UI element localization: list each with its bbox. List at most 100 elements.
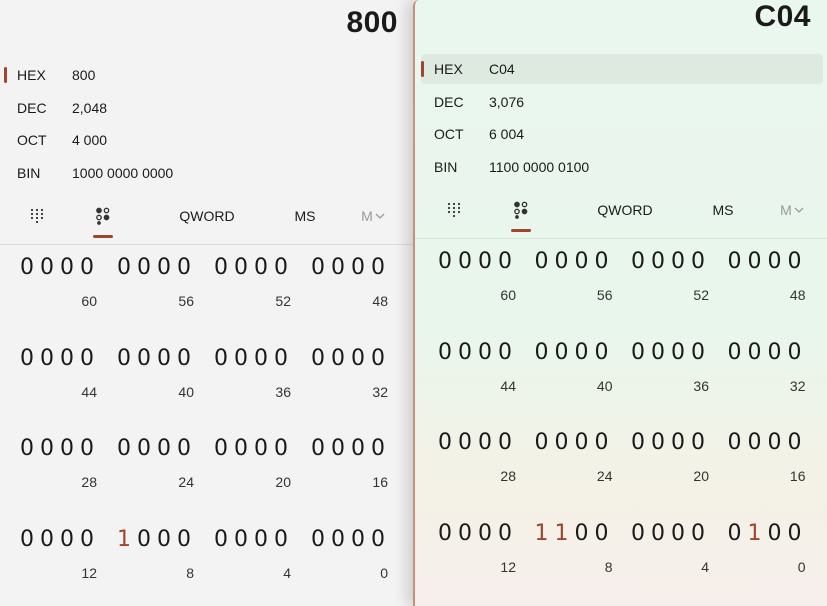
bit-toggle[interactable]: 0 [478, 339, 498, 365]
word-size-button[interactable]: QWORD [597, 202, 653, 218]
bit-toggle[interactable]: 0 [747, 430, 768, 455]
bit-toggle[interactable]: 1 [747, 520, 768, 546]
bit-toggle[interactable]: 0 [214, 436, 234, 461]
radix-oct[interactable]: OCT 6 004 [421, 119, 823, 149]
bit-toggle[interactable]: 0 [631, 430, 651, 455]
bit-toggle[interactable]: 0 [117, 345, 137, 371]
bit-toggle[interactable]: 0 [478, 430, 498, 455]
bit-toggle[interactable]: 0 [80, 345, 100, 371]
bit-toggle[interactable]: 0 [671, 249, 691, 274]
bit-toggle[interactable]: 0 [478, 520, 498, 546]
bit-toggle[interactable]: 0 [80, 436, 100, 461]
bit-toggle[interactable]: 0 [478, 249, 498, 274]
bit-toggle[interactable]: 0 [254, 345, 274, 371]
bit-toggle[interactable]: 0 [651, 249, 671, 274]
bit-nibble[interactable]: 0000 [728, 430, 804, 455]
radix-hex[interactable]: HEX C04 [421, 54, 823, 84]
bit-nibble[interactable]: 0000 [214, 527, 290, 552]
bit-toggle[interactable]: 0 [594, 430, 615, 455]
bit-toggle[interactable]: 0 [671, 339, 691, 365]
radix-oct[interactable]: OCT 4 000 [4, 125, 408, 155]
bit-toggle[interactable]: 0 [691, 520, 711, 546]
bit-toggle[interactable]: 0 [691, 249, 711, 274]
bit-nibble[interactable]: 0000 [535, 249, 611, 274]
bit-toggle[interactable]: 0 [534, 430, 555, 455]
bit-toggle[interactable]: 0 [60, 526, 80, 552]
bit-toggle[interactable]: 0 [311, 436, 331, 461]
bit-nibble[interactable]: 0000 [535, 340, 611, 365]
bit-toggle[interactable]: 0 [214, 255, 234, 280]
bit-toggle[interactable]: 0 [671, 430, 691, 455]
bit-toggle[interactable]: 1 [534, 520, 555, 546]
bit-toggle[interactable]: 0 [438, 249, 458, 274]
memory-store-button[interactable]: MS [294, 208, 316, 224]
bit-nibble[interactable]: 0000 [631, 521, 707, 546]
bit-toggle[interactable]: 0 [157, 345, 177, 371]
bit-toggle[interactable]: 0 [651, 520, 671, 546]
bit-nibble[interactable]: 0000 [728, 249, 804, 274]
bit-toggle[interactable]: 0 [274, 255, 294, 280]
bit-nibble[interactable]: 0000 [214, 436, 290, 461]
bit-toggle[interactable]: 0 [787, 339, 808, 365]
bit-toggle[interactable]: 0 [214, 345, 234, 371]
bit-toggle[interactable]: 0 [60, 255, 80, 280]
bit-toggle[interactable]: 0 [691, 339, 711, 365]
bit-toggle[interactable]: 0 [40, 255, 60, 280]
bit-nibble[interactable]: 0000 [438, 340, 514, 365]
bit-toggle[interactable]: 0 [438, 430, 458, 455]
bit-toggle[interactable]: 0 [554, 430, 575, 455]
bit-toggle[interactable]: 0 [254, 526, 274, 552]
bit-toggle[interactable]: 0 [117, 255, 137, 280]
bit-nibble[interactable]: 0000 [117, 346, 193, 371]
bit-toggle[interactable]: 0 [651, 339, 671, 365]
bit-toggle[interactable]: 0 [137, 255, 157, 280]
bit-toggle[interactable]: 0 [20, 436, 40, 461]
bit-toggle[interactable]: 0 [747, 339, 768, 365]
bit-toggle[interactable]: 0 [767, 430, 788, 455]
bit-toggle[interactable]: 0 [157, 436, 177, 461]
bit-toggle[interactable]: 0 [177, 255, 197, 280]
bit-toggle[interactable]: 0 [254, 436, 274, 461]
bit-toggle[interactable]: 0 [371, 255, 391, 280]
bit-nibble[interactable]: 0000 [535, 430, 611, 455]
bit-toggle[interactable]: 0 [767, 339, 788, 365]
bit-nibble[interactable]: 0000 [117, 255, 193, 280]
bit-toggle[interactable]: 0 [40, 436, 60, 461]
bit-toggle[interactable]: 0 [311, 345, 331, 371]
bit-nibble[interactable]: 0000 [20, 255, 96, 280]
bit-toggle[interactable]: 0 [438, 339, 458, 365]
bit-toggle[interactable]: 0 [274, 436, 294, 461]
bit-toggle[interactable]: 0 [747, 249, 768, 274]
bit-toggle[interactable]: 1 [554, 520, 575, 546]
bit-toggle[interactable]: 0 [691, 430, 711, 455]
bit-toggle[interactable]: 0 [574, 339, 595, 365]
bit-toggle[interactable]: 0 [787, 520, 808, 546]
radix-bin[interactable]: BIN 1100 0000 0100 [421, 152, 823, 182]
bit-nibble[interactable]: 0000 [117, 436, 193, 461]
radix-dec[interactable]: DEC 3,076 [421, 87, 823, 117]
bit-toggle[interactable]: 0 [60, 345, 80, 371]
bit-nibble[interactable]: 0000 [20, 527, 96, 552]
bit-toggle[interactable]: 0 [331, 436, 351, 461]
bit-toggle[interactable]: 0 [767, 520, 788, 546]
bit-toggle[interactable]: 0 [458, 339, 478, 365]
bit-toggle[interactable]: 0 [727, 339, 748, 365]
bit-toggle[interactable]: 0 [574, 520, 595, 546]
bit-toggle[interactable]: 0 [671, 520, 691, 546]
bit-toggle[interactable]: 0 [234, 255, 254, 280]
bit-toggle[interactable]: 0 [371, 436, 391, 461]
bit-nibble[interactable]: 0000 [214, 255, 290, 280]
bit-toggle[interactable]: 0 [351, 345, 371, 371]
bit-toggle[interactable]: 0 [331, 255, 351, 280]
bit-toggle[interactable]: 0 [40, 345, 60, 371]
bit-toggle[interactable]: 0 [574, 430, 595, 455]
bit-toggle[interactable]: 0 [214, 526, 234, 552]
bit-toggle[interactable]: 0 [234, 436, 254, 461]
bit-toggle[interactable]: 0 [137, 436, 157, 461]
bit-toggle[interactable]: 0 [574, 249, 595, 274]
bit-toggle[interactable]: 0 [351, 526, 371, 552]
radix-bin[interactable]: BIN 1000 0000 0000 [4, 158, 408, 188]
bit-toggle[interactable]: 0 [311, 526, 331, 552]
bit-toggle[interactable]: 0 [254, 255, 274, 280]
bit-toggle[interactable]: 0 [80, 255, 100, 280]
